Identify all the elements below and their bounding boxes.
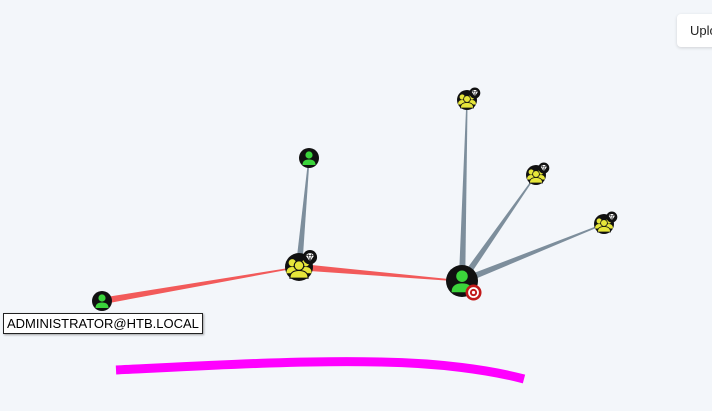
gem-badge-icon (302, 249, 318, 265)
node-user-top[interactable] (299, 148, 319, 168)
edge-target-user-to-group-mid[interactable] (459, 174, 537, 283)
edge-group-hub-to-target-user[interactable] (298, 263, 463, 282)
graph-edges (101, 100, 605, 305)
node-group-hub[interactable] (285, 249, 318, 281)
node-group-right[interactable] (594, 211, 618, 235)
upload-button[interactable]: Upload (677, 14, 712, 47)
node-administrator[interactable] (92, 291, 112, 311)
node-target-user[interactable] (446, 265, 482, 301)
gem-badge-icon (606, 211, 618, 223)
gem-badge-icon (538, 162, 550, 174)
gem-badge-icon (469, 87, 481, 99)
node-group-top[interactable] (457, 87, 481, 111)
graph-nodes (92, 87, 618, 311)
edge-administrator-to-group-hub[interactable] (101, 266, 300, 305)
edge-target-user-to-group-top[interactable] (458, 100, 468, 282)
edge-group-hub-to-user-top[interactable] (295, 157, 310, 268)
annotation-stroke (115, 357, 526, 384)
node-label-administrator: ADMINISTRATOR@HTB.LOCAL (3, 313, 203, 334)
node-group-mid[interactable] (526, 162, 550, 186)
target-badge-icon (465, 284, 482, 301)
edge-target-user-to-group-right[interactable] (460, 223, 605, 284)
